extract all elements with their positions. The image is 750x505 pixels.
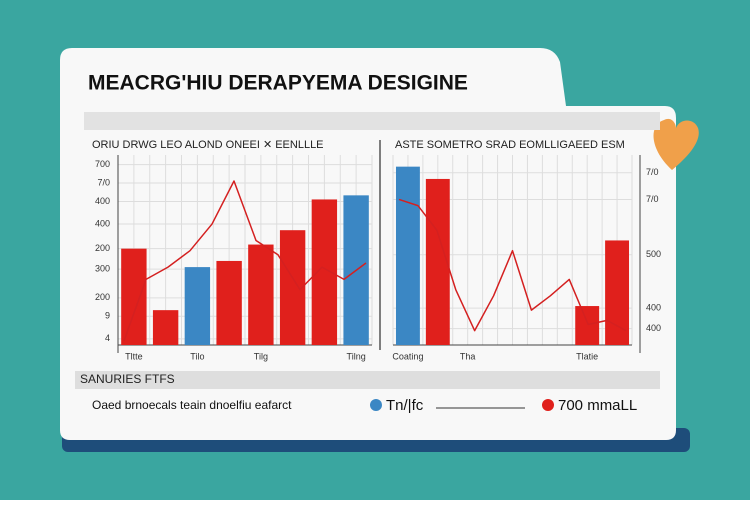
- y-tick-label: 400: [95, 196, 110, 206]
- footer-band: [75, 371, 660, 389]
- x-tick-label: Tilg: [254, 351, 268, 361]
- y-tick-label: 400: [95, 218, 110, 228]
- legend-label: 700 mmaLL: [558, 397, 637, 414]
- page-title: MEACRG'HIU DERAPYEMA DESIGINE: [88, 72, 468, 95]
- legend-swatch: [370, 399, 382, 411]
- bar: [216, 260, 242, 345]
- bar: [311, 199, 338, 345]
- chart-title: ASTE SOMETRO SRAD EOMLLIGAEED ESM: [395, 139, 625, 151]
- x-tick-label: Tilo: [190, 351, 204, 361]
- y-tick-label: 7/0: [97, 177, 110, 187]
- bar: [184, 267, 211, 345]
- trend-line: [123, 180, 367, 342]
- y-tick-label: 400: [646, 323, 661, 333]
- header-band: [84, 112, 660, 130]
- y-tick-label: 9: [105, 311, 110, 321]
- bar: [575, 306, 600, 345]
- y-tick-label: 700: [95, 159, 110, 169]
- caption: Oaed brnoecals teain dnoelfiu eafarct: [92, 398, 292, 412]
- y-tick-label: 500: [646, 249, 661, 259]
- x-tick-label: Coating: [392, 351, 423, 361]
- y-tick-label: 7/0: [646, 194, 659, 204]
- x-tick-label: Tlatie: [576, 351, 598, 361]
- y-tick-label: 4: [105, 333, 110, 343]
- y-tick-label: 200: [95, 243, 110, 253]
- x-tick-label: Tltte: [125, 351, 143, 361]
- y-tick-label: 200: [95, 292, 110, 302]
- bar: [248, 244, 274, 345]
- x-tick-label: Tha: [460, 351, 476, 361]
- legend-label: Tn/|fc: [386, 397, 424, 414]
- y-tick-label: 7/0: [646, 167, 659, 177]
- bar: [152, 310, 179, 345]
- trend-line: [398, 198, 627, 332]
- legend-swatch: [542, 399, 554, 411]
- bar: [605, 240, 630, 345]
- bar: [425, 178, 450, 345]
- heart-icon: [653, 118, 699, 170]
- bar: [121, 248, 147, 345]
- footer-band-text: SANURIES FTFS: [80, 372, 175, 386]
- chart-title: ORIU DRWG LEO ALOND ONEEI ✕ EENLLLE: [92, 139, 324, 151]
- x-tick-label: Tilng: [347, 351, 366, 361]
- y-tick-label: 300: [95, 264, 110, 274]
- bar: [395, 166, 420, 345]
- y-tick-label: 400: [646, 302, 661, 312]
